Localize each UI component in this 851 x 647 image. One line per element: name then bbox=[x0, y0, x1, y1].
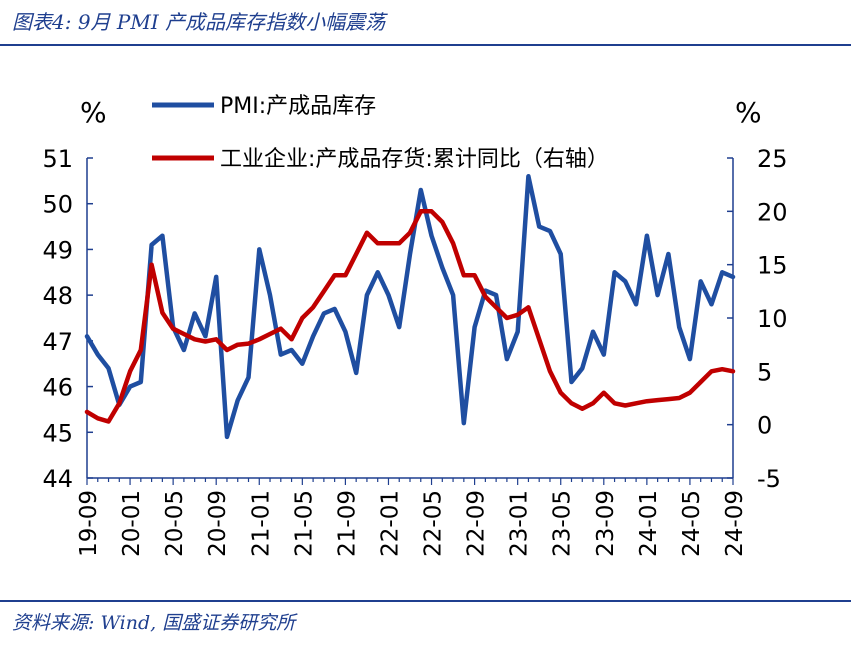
x-tick-label: 24-05 bbox=[679, 490, 705, 557]
top-rule bbox=[0, 44, 851, 46]
legend-label-industrial: 工业企业:产成品存货:累计同比（右轴） bbox=[220, 147, 609, 172]
left-tick-label: 50 bbox=[42, 191, 73, 219]
x-tick-label: 24-01 bbox=[636, 490, 662, 557]
source-note: 资料来源: Wind, 国盛证券研究所 bbox=[12, 612, 296, 634]
legend-label-pmi: PMI:产成品库存 bbox=[220, 94, 376, 119]
x-tick-label: 24-09 bbox=[722, 490, 748, 557]
series-line-pmi bbox=[84, 174, 736, 440]
left-tick-label: 48 bbox=[42, 282, 73, 310]
x-tick-label: 23-09 bbox=[593, 490, 619, 557]
x-tick-label: 22-05 bbox=[421, 490, 447, 557]
x-tick-label: 23-01 bbox=[507, 490, 533, 557]
x-tick-label: 20-05 bbox=[162, 490, 188, 557]
chart-title: 图表4: 9月 PMI 产成品库存指数小幅震荡 bbox=[12, 10, 386, 34]
right-tick-label: 0 bbox=[757, 412, 772, 440]
right-tick-label: -5 bbox=[757, 465, 781, 493]
x-tick-label: 21-01 bbox=[248, 490, 274, 557]
right-tick-label: 15 bbox=[757, 252, 788, 280]
left-tick-label: 46 bbox=[42, 374, 73, 402]
bottom-rule bbox=[0, 600, 851, 602]
x-tick-label: 22-09 bbox=[464, 490, 490, 557]
x-tick-label: 20-09 bbox=[205, 490, 231, 557]
x-tick-label: 21-09 bbox=[334, 490, 360, 557]
right-axis-unit: % bbox=[735, 96, 762, 129]
x-tick-label: 21-05 bbox=[291, 490, 317, 557]
right-tick-label: 5 bbox=[757, 358, 772, 386]
right-tick-label: 10 bbox=[757, 305, 788, 333]
left-tick-label: 44 bbox=[42, 465, 73, 493]
right-tick-label: 20 bbox=[757, 198, 788, 226]
left-tick-label: 47 bbox=[42, 328, 73, 356]
left-tick-label: 49 bbox=[42, 236, 73, 264]
left-tick-label: 51 bbox=[42, 145, 73, 173]
left-axis-unit: % bbox=[80, 96, 107, 129]
series-line-industrial bbox=[84, 209, 736, 424]
x-tick-label: 23-05 bbox=[550, 490, 576, 557]
left-tick-label: 45 bbox=[42, 419, 73, 447]
right-tick-label: 25 bbox=[757, 145, 788, 173]
chart-area: 44 45 46 47 48 49 50 51 -5 0 5 10 15 20 25 19-09 20-01 20… bbox=[42, 94, 788, 557]
x-tick-label: 22-01 bbox=[377, 490, 403, 557]
x-tick-label: 20-01 bbox=[119, 490, 145, 557]
x-tick-label: 19-09 bbox=[76, 490, 102, 557]
